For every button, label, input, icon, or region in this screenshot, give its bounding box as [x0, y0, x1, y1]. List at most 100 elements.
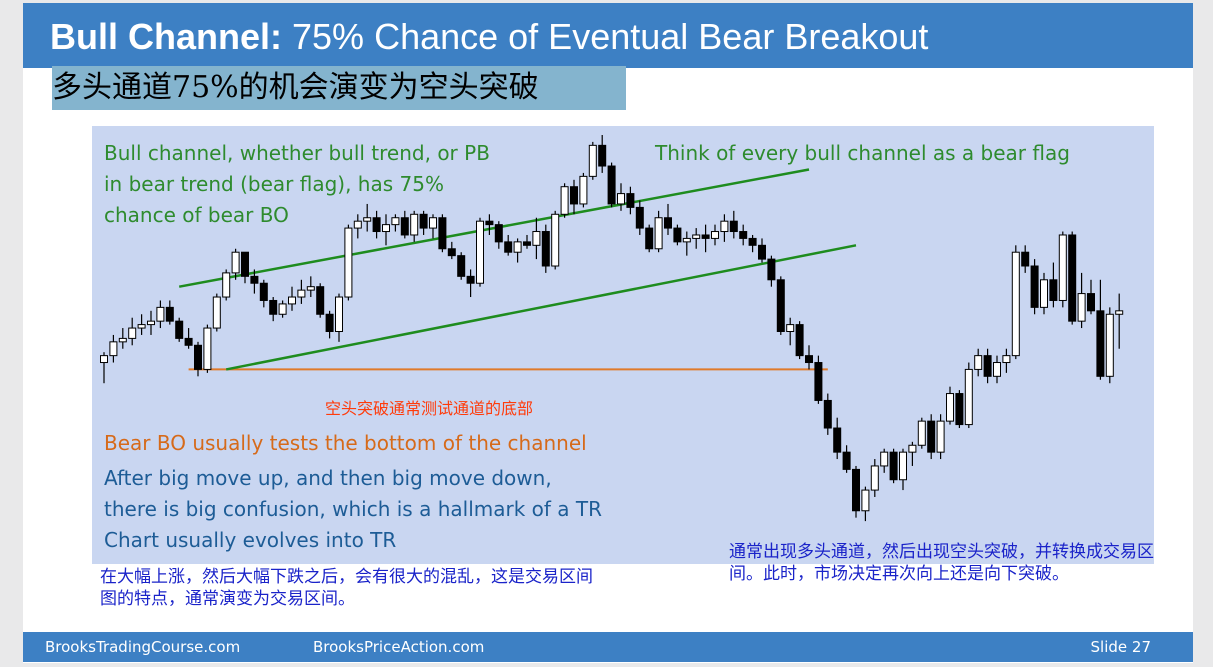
bear-candle [635, 206, 644, 229]
bear-candle [523, 241, 531, 246]
bear-candle [852, 468, 860, 512]
channel-lower-line [225, 244, 857, 371]
bear-candle [1021, 251, 1030, 267]
bear-candle [983, 355, 992, 377]
bull-candle [532, 231, 541, 246]
bear-candle [466, 275, 475, 284]
bear-candle [701, 234, 710, 239]
bear-candle [1068, 234, 1077, 322]
bull-candle [1105, 313, 1114, 377]
bull-candle [551, 213, 560, 267]
bear-candle [504, 241, 513, 253]
bear-candle [664, 217, 672, 229]
bear-flag-note: Think of every bull channel as a bear fl… [655, 141, 1070, 165]
bear-candle [438, 217, 447, 250]
bull-candle [588, 144, 597, 177]
bear-candle [1087, 293, 1095, 312]
bear-candle [194, 344, 202, 370]
bear-candle [767, 258, 776, 281]
bear-candle [927, 420, 936, 453]
bear-candle [541, 231, 550, 267]
bull-candle [861, 489, 870, 512]
title-bar [23, 3, 1193, 68]
bear-candle [485, 220, 494, 226]
bull-candle [1040, 279, 1048, 308]
bull-candle [936, 420, 945, 453]
bear-candle [729, 220, 738, 233]
bear-candle [419, 213, 428, 229]
bull-channel-note-line: Bull channel, whether bull trend, or PB [104, 141, 490, 165]
bear-candle [1096, 310, 1105, 377]
bull-candle [917, 420, 926, 446]
cn-test-note: 空头突破通常测试通道的底部 [325, 399, 534, 418]
bear-candle [250, 275, 259, 284]
bull-candle [203, 327, 212, 370]
bear-candle [400, 217, 409, 236]
bull-candle [128, 327, 137, 339]
bear-candle [607, 165, 616, 205]
bull-candle [222, 272, 231, 298]
bull-candle [410, 213, 419, 236]
bear-candle [175, 320, 184, 339]
bear-candle [955, 393, 964, 426]
bull-candle [306, 286, 315, 291]
bull-candle [353, 220, 362, 229]
title-rest: 75% Chance of Eventual Bear Breakout [292, 16, 929, 57]
confusion-note-line: Chart usually evolves into TR [104, 528, 397, 552]
subtitle-highlight [52, 66, 626, 110]
bull-candle [109, 341, 118, 357]
bull-candle [147, 320, 155, 326]
bull-candle [391, 217, 400, 226]
bear-candle [325, 313, 334, 332]
bull-candle [100, 355, 108, 364]
bull-candle [344, 227, 353, 298]
bull-candle [682, 237, 691, 243]
title-bold: Bull Channel: [50, 16, 282, 57]
bull-candle [382, 224, 390, 233]
bull-candle [1077, 293, 1086, 322]
bear-candle [739, 231, 748, 239]
bear-candle [842, 451, 851, 470]
confusion-note-line: After big move up, and then big move dow… [104, 466, 552, 490]
bull-candle [692, 234, 701, 239]
bull-candle [429, 217, 437, 229]
bull-candle [363, 217, 372, 222]
bear-bo-note: Bear BO usually tests the bottom of the … [104, 431, 587, 455]
bear-candle [814, 362, 823, 401]
bear-candle [673, 227, 682, 243]
bull-candle [335, 296, 343, 332]
footer-left-link[interactable]: BrooksTradingCourse.com [45, 638, 241, 656]
bear-candle [645, 227, 654, 250]
bull-candle [1058, 234, 1067, 301]
bear-candle [1030, 265, 1039, 308]
bull-candle [993, 362, 1001, 377]
bull-candle [579, 175, 588, 205]
bear-candle [598, 144, 607, 167]
slide-title: Bull Channel: 75% Chance of Eventual Bea… [50, 16, 928, 58]
bear-candle [833, 427, 842, 453]
bear-candle [758, 244, 766, 260]
bull-candle [1002, 355, 1011, 364]
bear-candle [626, 193, 635, 208]
bull-candle [231, 251, 240, 274]
confusion-note-line: there is big confusion, which is a hallm… [104, 497, 603, 521]
footer-middle-link[interactable]: BrooksPriceAction.com [313, 638, 485, 656]
bear-candle [494, 224, 503, 243]
bull-candle [118, 337, 127, 343]
confusion-note: After big move up, and then big move dow… [104, 463, 602, 556]
bull-candle [870, 465, 879, 491]
bear-candle [269, 299, 278, 315]
bear-candle [570, 186, 578, 205]
cn-right-note: 通常出现多头通道，然后出现空头突破，并转换成交易区间。此时，市场决定再次向上还是… [729, 542, 1154, 584]
bear-candle [889, 451, 898, 481]
bull-candle [560, 186, 569, 215]
bull-candle [212, 296, 221, 329]
bull-candle [1115, 310, 1124, 315]
bear-candle [316, 286, 325, 315]
bull-candle [617, 193, 625, 205]
bear-candle [1049, 279, 1058, 301]
channel-upper-line [178, 168, 810, 288]
bull-candle [137, 324, 146, 329]
bull-candle [899, 451, 907, 481]
bull-candle [974, 355, 983, 370]
